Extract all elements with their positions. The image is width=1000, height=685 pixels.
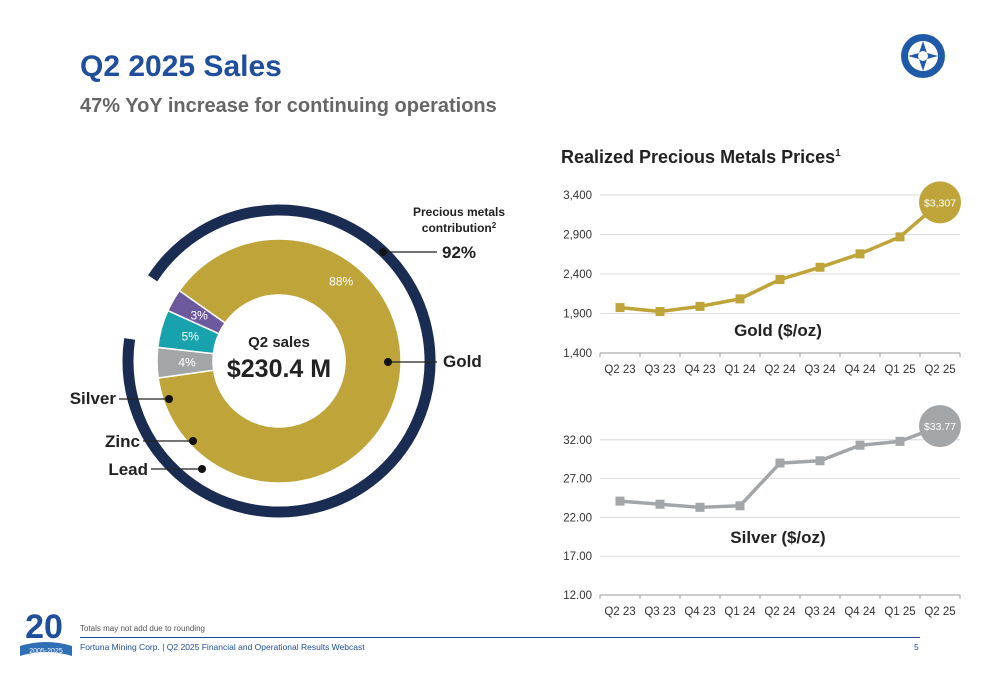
data-point <box>855 249 865 259</box>
x-tick-label: Q2 25 <box>924 364 955 376</box>
y-tick-label: 1,400 <box>563 348 592 360</box>
x-tick-label: Q3 24 <box>804 364 836 376</box>
end-value-bubble <box>919 405 961 448</box>
x-tick-label: Q3 23 <box>644 364 675 376</box>
donut-slice-lead <box>166 289 227 335</box>
gold-leader-dot <box>384 358 392 366</box>
end-value-bubble <box>919 181 961 224</box>
data-point <box>735 501 745 511</box>
lead-label: Lead <box>108 460 148 479</box>
data-point <box>735 294 745 304</box>
donut-center-value: $230.4 M <box>227 355 331 383</box>
data-point <box>815 456 825 466</box>
data-point <box>655 307 665 317</box>
donut-center-label: Q2 sales <box>248 334 310 351</box>
y-tick-label: 3,400 <box>563 190 592 202</box>
x-tick-label: Q1 24 <box>724 364 756 376</box>
x-tick-label: Q4 23 <box>684 364 715 376</box>
donut-label-silver: 4% <box>178 355 196 369</box>
data-point <box>895 232 905 242</box>
data-point <box>615 496 625 506</box>
y-tick-label: 2,900 <box>563 230 592 242</box>
data-point <box>855 440 865 450</box>
sales-donut-chart: 88%4%5%3% Precious metals contribution2 … <box>70 204 505 518</box>
precious-leader-dot <box>379 248 387 256</box>
y-tick-label: 27.00 <box>563 474 592 486</box>
donut-label-zinc: 5% <box>182 330 200 344</box>
data-point <box>815 262 825 272</box>
precious-value: 92% <box>442 243 476 262</box>
footer-text: Fortuna Mining Corp. | Q2 2025 Financial… <box>80 642 365 652</box>
lead-leader-dot <box>198 465 206 473</box>
svg-text:2005-2025: 2005-2025 <box>29 648 63 655</box>
data-point <box>615 303 625 313</box>
x-tick-label: Q4 24 <box>844 364 876 376</box>
precious-label-line1: Precious metals <box>413 205 505 219</box>
x-tick-label: Q4 23 <box>684 606 715 618</box>
data-point <box>695 301 705 311</box>
svg-text:20: 20 <box>25 608 63 646</box>
x-tick-label: Q3 23 <box>644 606 675 618</box>
anniversary-logo: 20 2005-2025 <box>20 608 72 656</box>
data-point <box>655 499 665 509</box>
x-tick-label: Q2 25 <box>924 606 955 618</box>
donut-slice-gold <box>157 238 402 484</box>
gold-price-chart: 1,400 1,900 2,400 2,900 3,400 Q2 23 Q3 23 Q4 23… <box>563 181 961 376</box>
silver-leader-dot <box>165 395 173 403</box>
y-tick-label: 12.00 <box>563 590 592 602</box>
x-tick-label: Q2 23 <box>604 606 635 618</box>
data-point <box>775 275 785 285</box>
series-line <box>619 201 942 314</box>
x-tick-label: Q1 25 <box>884 606 915 618</box>
page-subtitle: 47% YoY increase for continuing operatio… <box>80 95 497 117</box>
zinc-leader-dot <box>189 437 197 445</box>
x-tick-label: Q4 24 <box>844 606 876 618</box>
zinc-label: Zinc <box>105 432 140 451</box>
x-tick-label: Q2 23 <box>604 364 635 376</box>
prices-title: Realized Precious Metals Prices1 <box>561 147 841 167</box>
precious-label-line2: contribution2 <box>422 221 497 235</box>
donut-label-gold: 88% <box>329 274 353 288</box>
x-tick-label: Q2 24 <box>764 606 796 618</box>
silver-price-chart: 12.00 17.00 22.00 27.00 32.00 Q2 23 Q3 23 Q4 23… <box>563 405 961 618</box>
x-tick-label: Q1 24 <box>724 606 756 618</box>
footer-divider <box>80 637 920 638</box>
page-title: Q2 2025 Sales <box>80 50 282 83</box>
page-number: 5 <box>914 642 919 652</box>
data-point <box>895 436 905 446</box>
data-point <box>695 502 705 512</box>
y-tick-label: 2,400 <box>563 269 592 281</box>
silver-label: Silver <box>70 389 117 408</box>
donut-label-lead: 3% <box>190 308 208 322</box>
precious-metals-ring <box>122 204 436 518</box>
fortuna-logo-icon <box>901 34 945 78</box>
y-tick-label: 1,900 <box>563 309 592 321</box>
x-tick-label: Q3 24 <box>804 606 836 618</box>
series-title: Gold ($/oz) <box>734 321 822 340</box>
footnote: Totals may not add due to rounding <box>80 624 205 633</box>
y-tick-label: 32.00 <box>563 435 592 447</box>
end-value-label: $3,307 <box>924 197 956 209</box>
y-tick-label: 17.00 <box>563 551 592 563</box>
x-tick-label: Q1 25 <box>884 364 915 376</box>
y-tick-label: 22.00 <box>563 512 592 524</box>
end-value-label: $33.77 <box>924 421 956 433</box>
x-tick-label: Q2 24 <box>764 364 796 376</box>
data-point <box>775 458 785 468</box>
series-title: Silver ($/oz) <box>730 528 825 547</box>
gold-label: Gold <box>443 352 482 371</box>
